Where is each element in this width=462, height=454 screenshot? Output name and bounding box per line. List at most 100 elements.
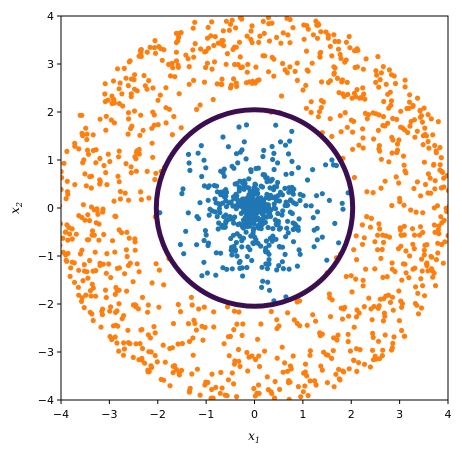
outer-data-point — [397, 227, 403, 233]
inner-data-point — [243, 122, 250, 128]
outer-data-point — [411, 185, 417, 192]
outer-data-point — [380, 232, 386, 238]
outer-data-point — [390, 115, 396, 122]
outer-data-point — [397, 195, 403, 201]
inner-data-point — [285, 230, 291, 236]
inner-data-point — [314, 225, 320, 231]
outer-data-point — [114, 288, 120, 294]
inner-data-point — [296, 216, 302, 222]
inner-data-point — [240, 196, 246, 202]
inner-data-point — [181, 251, 187, 257]
outer-data-point — [82, 217, 88, 223]
inner-data-point — [324, 257, 330, 263]
outer-data-point — [102, 91, 108, 97]
outer-data-point — [265, 16, 271, 21]
outer-data-point — [83, 125, 89, 131]
outer-data-point — [313, 382, 319, 388]
outer-data-point — [272, 378, 278, 385]
outer-data-point — [90, 317, 96, 324]
outer-data-point — [327, 116, 333, 122]
outer-data-point — [133, 168, 139, 174]
outer-data-point — [170, 370, 176, 376]
outer-data-point — [134, 88, 140, 94]
outer-data-point — [145, 302, 151, 308]
outer-data-point — [346, 313, 352, 319]
outer-data-point — [345, 91, 351, 97]
outer-data-point — [425, 171, 431, 177]
outer-data-point — [112, 249, 118, 255]
outer-data-point — [379, 246, 385, 253]
inner-data-point — [229, 252, 235, 258]
outer-data-point — [434, 203, 441, 209]
outer-data-point — [345, 331, 351, 337]
outer-data-point — [73, 231, 79, 237]
inner-data-point — [228, 235, 234, 242]
x-tick-label: 4 — [445, 408, 452, 421]
outer-data-point — [223, 61, 229, 67]
outer-data-point — [422, 125, 428, 131]
inner-data-point — [205, 240, 212, 246]
outer-data-point — [132, 239, 138, 245]
outer-data-point — [261, 30, 267, 36]
outer-data-point — [304, 67, 310, 73]
outer-data-point — [341, 369, 347, 375]
outer-data-point — [109, 336, 115, 343]
outer-data-point — [375, 232, 381, 238]
outer-data-point — [131, 108, 138, 114]
inner-data-point — [223, 204, 230, 210]
outer-data-point — [98, 324, 104, 330]
outer-data-point — [318, 363, 324, 369]
outer-data-point — [327, 43, 333, 50]
outer-data-point — [256, 39, 262, 46]
outer-data-point — [93, 160, 99, 166]
outer-data-point — [144, 168, 150, 174]
outer-data-point — [346, 366, 352, 372]
outer-data-point — [319, 79, 325, 85]
outer-data-point — [88, 173, 95, 179]
outer-data-point — [108, 304, 114, 310]
outer-data-point — [342, 110, 348, 116]
inner-data-point — [274, 184, 280, 190]
outer-data-point — [287, 40, 293, 46]
inner-data-point — [330, 162, 337, 168]
outer-data-point — [301, 36, 307, 42]
outer-data-point — [254, 77, 261, 84]
outer-data-point — [61, 242, 63, 248]
inner-data-point — [223, 212, 229, 218]
outer-data-point — [125, 131, 131, 137]
outer-data-point — [325, 79, 332, 86]
outer-data-point — [190, 352, 196, 358]
inner-data-point — [314, 237, 320, 243]
outer-data-point — [140, 127, 146, 133]
outer-data-point — [380, 239, 387, 245]
outer-data-point — [217, 390, 223, 396]
outer-data-point — [211, 324, 217, 330]
outer-data-point — [435, 250, 441, 256]
y-tick-label: 0 — [47, 202, 54, 215]
outer-data-point — [284, 70, 290, 76]
inner-data-point — [195, 150, 201, 156]
outer-data-point — [317, 54, 323, 60]
outer-data-point — [360, 126, 366, 132]
outer-data-point — [236, 39, 243, 45]
outer-data-point — [432, 186, 438, 192]
outer-data-point — [350, 129, 356, 135]
inner-data-point — [237, 258, 243, 264]
outer-data-point — [353, 314, 360, 320]
outer-data-point — [97, 262, 103, 268]
outer-data-point — [427, 175, 433, 181]
outer-data-point — [370, 190, 376, 196]
outer-data-point — [295, 384, 301, 390]
outer-data-point — [323, 29, 329, 35]
outer-data-point — [321, 349, 327, 355]
outer-data-point — [318, 105, 324, 111]
outer-data-point — [258, 321, 264, 327]
outer-data-point — [152, 330, 158, 336]
outer-data-point — [116, 301, 122, 307]
outer-data-point — [347, 45, 353, 51]
outer-data-point — [342, 59, 348, 65]
outer-data-point — [303, 48, 310, 54]
outer-data-point — [61, 249, 66, 255]
outer-data-point — [367, 364, 373, 370]
inner-data-point — [272, 206, 279, 212]
